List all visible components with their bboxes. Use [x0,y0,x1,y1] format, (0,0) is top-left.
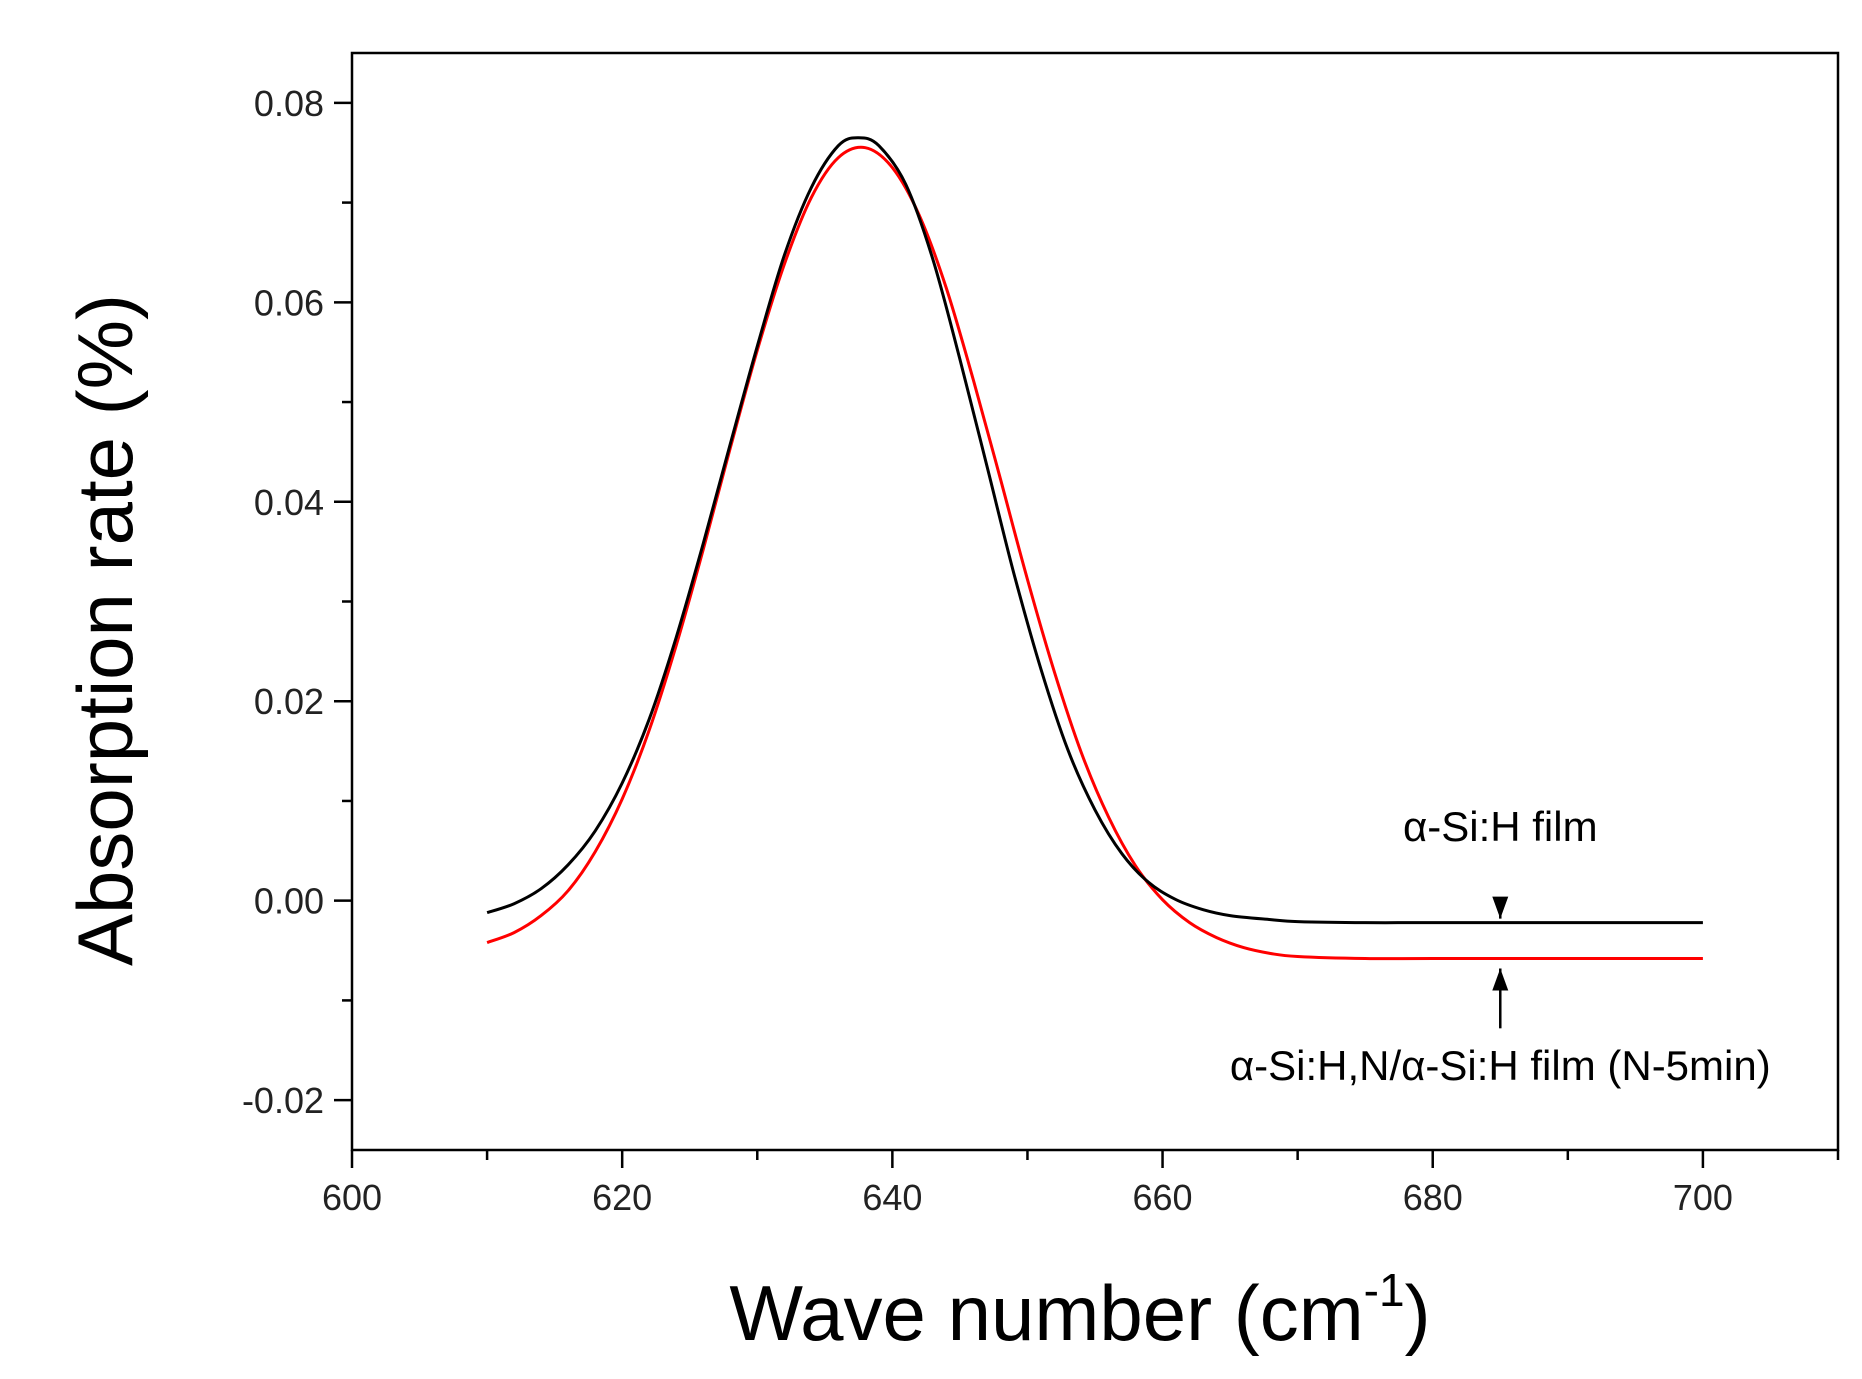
x-tick-label: 640 [862,1177,922,1218]
x-tick-label: 700 [1673,1177,1733,1218]
y-tick-label: 0.00 [254,881,324,922]
x-tick-label: 660 [1133,1177,1193,1218]
series-line-a-si-h-film [486,136,1703,925]
y-tick-label: 0.04 [254,482,324,523]
x-axis-title: Wave number (cm-1) [729,1264,1430,1357]
annotations: α-Si:H film α-Si:H,N/α-Si:H film (N-5min) [1230,803,1771,1089]
axis-tick-labels: 600 620 640 660 680 700 -0.02 0.00 0.02 0.04 0.06 0… [242,83,1733,1218]
x-axis-title-suffix: ) [1405,1269,1431,1357]
series-line-a-si-h-n-film [486,145,1703,961]
annotation-arrow-head [1492,968,1509,991]
x-axis-title-main: Wave number (cm [729,1269,1363,1357]
annotation-label-a-si-h-n-film: α-Si:H,N/α-Si:H film (N-5min) [1230,1042,1771,1089]
x-tick-label: 680 [1403,1177,1463,1218]
x-tick-label: 600 [322,1177,382,1218]
y-tick-label: 0.02 [254,681,324,722]
y-tick-label: 0.08 [254,83,324,124]
axis-ticks [334,101,1840,1168]
x-axis-title-superscript: -1 [1364,1264,1405,1316]
y-axis-title: Absorption rate (%) [61,294,149,966]
y-tick-label: -0.02 [242,1080,324,1121]
data-series [486,136,1703,961]
y-tick-label: 0.06 [254,282,324,323]
annotation-label-a-si-h-film: α-Si:H film [1403,803,1598,850]
x-tick-label: 620 [592,1177,652,1218]
annotation-arrow-head [1492,896,1509,919]
